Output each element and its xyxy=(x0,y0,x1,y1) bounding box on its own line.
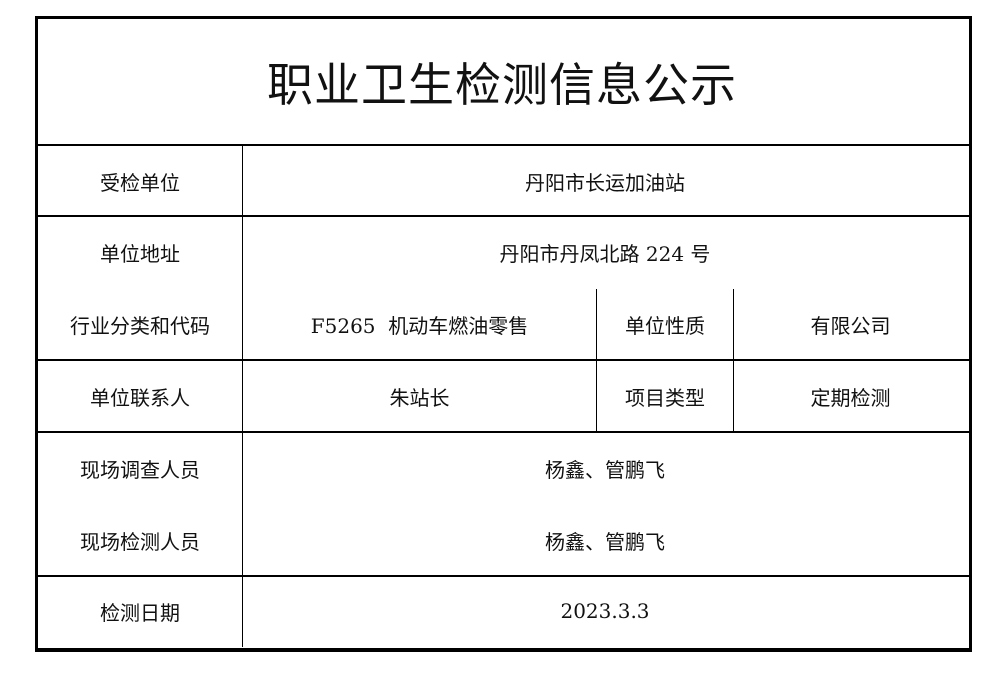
page-title: 职业卫生检测信息公示 xyxy=(267,57,737,112)
inspect-value: 杨鑫、管鹏飞 xyxy=(545,530,665,554)
date-label: 检测日期 xyxy=(100,600,180,625)
project-value: 定期检测 xyxy=(810,386,891,410)
nature-label: 单位性质 xyxy=(625,314,705,338)
unit-value: 丹阳市长运加油站 xyxy=(525,170,685,195)
unit-label: 受检单位 xyxy=(100,170,180,195)
divider xyxy=(35,575,969,577)
industry-label: 行业分类和代码 xyxy=(70,314,210,338)
divider xyxy=(35,144,969,146)
inspect-label: 现场检测人员 xyxy=(80,530,200,554)
divider xyxy=(242,145,243,647)
survey-value: 杨鑫、管鹏飞 xyxy=(545,458,665,482)
address-label: 单位地址 xyxy=(100,242,180,266)
divider xyxy=(35,215,969,217)
survey-label: 现场调查人员 xyxy=(80,458,200,482)
divider xyxy=(596,289,597,432)
contact-value: 朱站长 xyxy=(389,386,450,410)
nature-value: 有限公司 xyxy=(810,314,891,338)
divider xyxy=(733,289,734,432)
address-value: 丹阳市丹凤北路 224 号 xyxy=(499,242,711,266)
industry-value: F5265 机动车燃油零售 xyxy=(310,314,529,338)
divider xyxy=(35,431,969,433)
date-value: 2023.3.3 xyxy=(560,599,650,623)
contact-label: 单位联系人 xyxy=(90,386,190,410)
project-label: 项目类型 xyxy=(625,386,705,410)
info-table xyxy=(35,16,972,652)
divider xyxy=(35,359,969,361)
